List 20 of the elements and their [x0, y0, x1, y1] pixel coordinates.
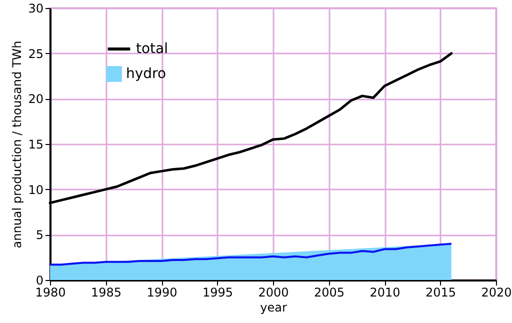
y-tick-label: 25: [28, 46, 44, 61]
y-tick-label: 10: [28, 182, 44, 197]
y-tick-label: 20: [28, 92, 44, 106]
y-tick-label: 5: [36, 228, 44, 242]
x-tick-label: 2015: [425, 286, 456, 300]
x-tick-label: 1980: [35, 286, 66, 300]
x-tick-label: 1995: [202, 286, 234, 300]
x-axis-title: year: [260, 300, 287, 314]
y-axis-title: annual production / thousand TWh: [10, 40, 24, 248]
x-tick-label: 1990: [146, 286, 178, 300]
y-tick-label: 30: [28, 2, 44, 16]
x-tick-label: 2005: [314, 286, 345, 300]
legend-label: hydro: [126, 66, 166, 82]
x-tick-label: 2000: [258, 286, 289, 300]
x-tick-label: 2020: [481, 286, 512, 300]
x-tick-label: 2010: [370, 286, 400, 300]
y-tick-label: 15: [28, 138, 44, 152]
legend-label: total: [136, 41, 168, 57]
x-tick-label: 1985: [90, 286, 122, 300]
y-tick-label: 0: [36, 274, 44, 288]
